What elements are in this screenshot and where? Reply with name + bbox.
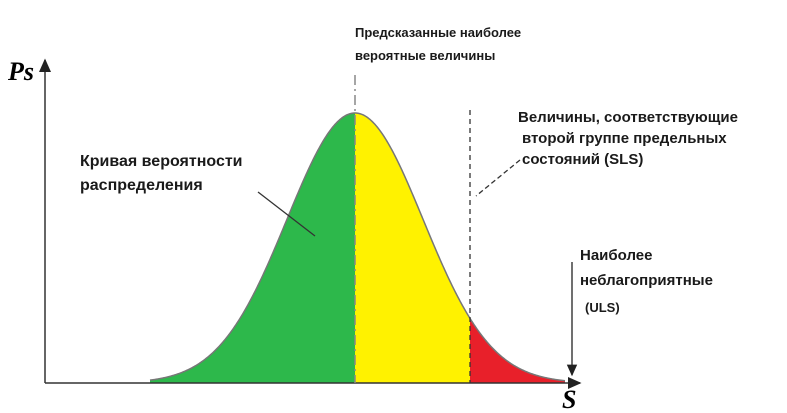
yellow-region bbox=[355, 113, 470, 383]
distribution-curve bbox=[149, 112, 566, 383]
curve-text: распределения bbox=[80, 177, 203, 194]
red-region bbox=[470, 318, 565, 383]
sls-pointer bbox=[475, 159, 521, 197]
uls-text: (ULS) bbox=[585, 300, 620, 315]
y-axis-label: Ps bbox=[7, 57, 34, 86]
mode-text: вероятные величины bbox=[355, 48, 495, 63]
curve-pointer bbox=[257, 191, 316, 237]
sls-text: второй группе предельных bbox=[522, 130, 727, 147]
sls-text: Величины, соответствующие bbox=[518, 109, 738, 126]
sls-text: состояний (SLS) bbox=[522, 151, 643, 168]
mode-text: Предсказанные наиболее bbox=[355, 25, 521, 40]
uls-text: Наиболее bbox=[580, 247, 652, 264]
x-axis-label: S bbox=[562, 385, 576, 413]
curve-outline bbox=[149, 112, 566, 382]
curve-text: Кривая вероятности bbox=[80, 153, 243, 170]
uls-text: неблагоприятные bbox=[580, 272, 713, 289]
